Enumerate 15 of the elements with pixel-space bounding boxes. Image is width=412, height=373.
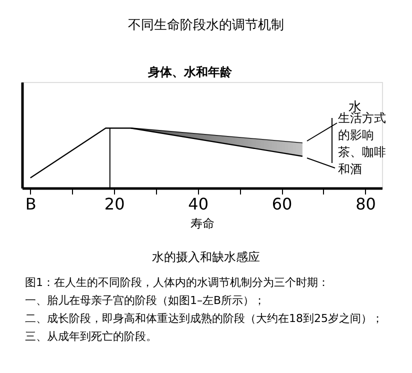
x-axis-title: 寿命 — [190, 216, 214, 230]
chart-title: 不同生命阶段水的调节机制 — [128, 18, 284, 33]
x-tick-label: 80 — [356, 194, 376, 214]
text: 一、胎儿在母亲子宫的阶段（如图1–左B所示）； — [25, 294, 266, 307]
chart-subtitle: 身体、水和年龄 — [147, 65, 233, 79]
annotation: 茶、咖啡和酒 — [338, 145, 386, 176]
x-tick-label: 60 — [272, 194, 292, 214]
annotation: 生活方式的影响 — [338, 111, 386, 142]
text: 二、成长阶段，即身高和体重达到成熟的阶段（大约在18到25岁之间）； — [25, 312, 383, 325]
text: 三、从成年到死亡的阶段。 — [25, 330, 157, 343]
x-tick-label: 20 — [104, 194, 125, 214]
x-tick-label: B — [25, 194, 36, 214]
text: 水的摄入和缺水感应 — [152, 250, 260, 264]
caption: 图1：在人生的不同阶段，人体内的水调节机制分为三个时期： — [25, 276, 329, 289]
x-tick-label: 40 — [188, 194, 208, 214]
